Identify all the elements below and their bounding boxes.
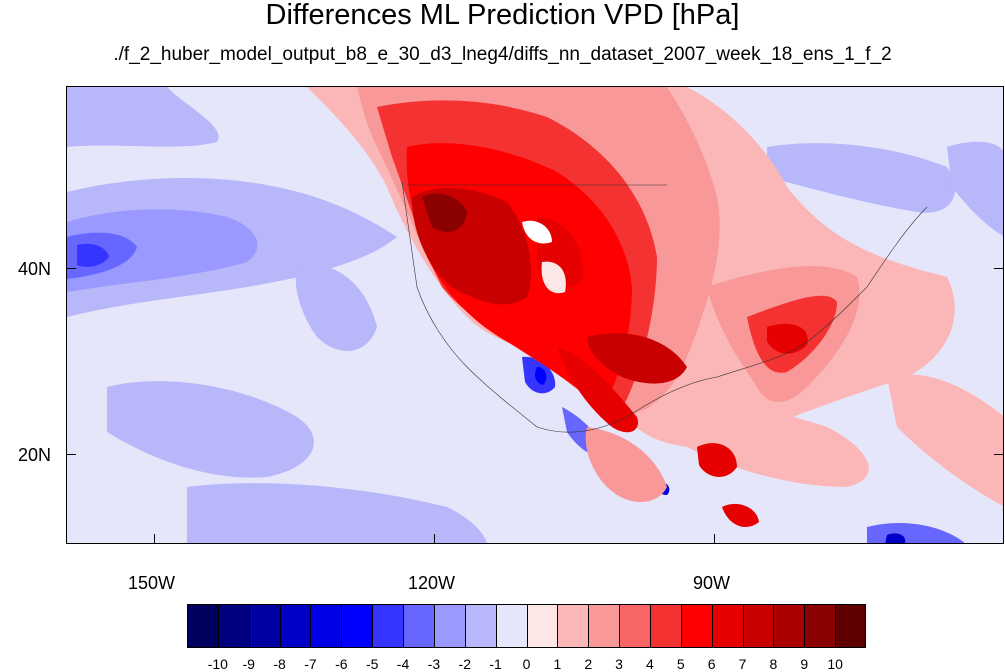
colorbar-cell bbox=[711, 604, 744, 648]
map-title: Differences ML Prediction VPD [hPa] bbox=[265, 0, 740, 31]
colorbar-tick-label: 6 bbox=[707, 656, 716, 672]
colorbar-tick-label: 9 bbox=[800, 656, 809, 672]
map-field-svg bbox=[67, 87, 1003, 543]
colorbar-tick-label: -5 bbox=[365, 656, 379, 672]
lat-tick-40n bbox=[66, 268, 76, 269]
colorbar-cell bbox=[341, 604, 373, 648]
colorbar-cell bbox=[742, 604, 774, 648]
colorbar-cell bbox=[279, 604, 311, 648]
colorbar-tick-label: -2 bbox=[458, 656, 471, 672]
lat-tick-20n-right bbox=[994, 454, 1004, 455]
lat-label-40n: 40N bbox=[18, 259, 52, 279]
map-subtitle: ./f_2_huber_model_output_b8_e_30_d3_lneg… bbox=[113, 44, 892, 65]
colorbar-cell bbox=[495, 604, 527, 648]
colorbar-cell bbox=[835, 604, 867, 648]
colorbar-cell bbox=[588, 604, 620, 648]
colorbar-tick-label: 1 bbox=[553, 656, 562, 672]
southeast-positive-region bbox=[585, 266, 1003, 527]
colorbar-tick-label: -10 bbox=[207, 656, 228, 672]
colorbar-tick-label: -4 bbox=[396, 656, 410, 672]
colorbar-tick-label: -3 bbox=[427, 656, 441, 672]
colorbar-cell bbox=[217, 604, 250, 648]
colorbar-cell bbox=[372, 604, 404, 648]
colorbar-cell bbox=[464, 604, 497, 648]
lon-label-90w: 90W bbox=[693, 573, 731, 593]
colorbar-tick-label: 10 bbox=[827, 656, 843, 672]
lon-tick-90w bbox=[714, 534, 715, 544]
colorbar-cell bbox=[773, 604, 805, 648]
colorbar-cell bbox=[433, 604, 466, 648]
lon-label-150w: 150W bbox=[128, 573, 176, 593]
colorbar-cell bbox=[310, 604, 342, 648]
colorbar-tick-label: -8 bbox=[273, 656, 286, 672]
colorbar-tick-label: 4 bbox=[646, 656, 654, 672]
colorbar-tick-label: 8 bbox=[769, 656, 778, 672]
vpd-difference-map bbox=[66, 86, 1004, 544]
colorbar-cell bbox=[649, 604, 682, 648]
colorbar-cell bbox=[187, 604, 219, 648]
lat-tick-40n-right bbox=[994, 268, 1004, 269]
colorbar-tick-label: -6 bbox=[335, 656, 348, 672]
pacific-negative-region bbox=[67, 87, 487, 543]
colorbar-tick-label: -9 bbox=[242, 656, 255, 672]
colorbar-tick-label: 5 bbox=[676, 656, 685, 672]
colorbar-cell bbox=[403, 604, 435, 648]
colorbar-tick-label: 3 bbox=[615, 656, 623, 672]
colorbar-cell bbox=[619, 604, 651, 648]
lat-tick-20n bbox=[66, 454, 76, 455]
colorbar-tick-label: -7 bbox=[304, 656, 317, 672]
colorbar-tick-label: 7 bbox=[738, 656, 747, 672]
lon-tick-120w bbox=[434, 534, 435, 544]
colorbar-cell bbox=[248, 604, 281, 648]
colorbar-cell bbox=[804, 604, 836, 648]
colorbar-cell bbox=[526, 604, 558, 648]
colorbar-tick-label: 2 bbox=[584, 656, 593, 672]
lon-tick-150w bbox=[154, 534, 155, 544]
lat-label-20n: 20N bbox=[18, 445, 52, 465]
colorbar-tick-label: -1 bbox=[489, 656, 502, 672]
map-boundaries bbox=[401, 181, 928, 433]
colorbar-frame bbox=[187, 604, 866, 648]
colorbar-tick-label: 0 bbox=[522, 656, 531, 672]
lon-label-120w: 120W bbox=[408, 573, 456, 593]
colorbar-cell bbox=[680, 604, 713, 648]
colorbar-cell bbox=[557, 604, 589, 648]
